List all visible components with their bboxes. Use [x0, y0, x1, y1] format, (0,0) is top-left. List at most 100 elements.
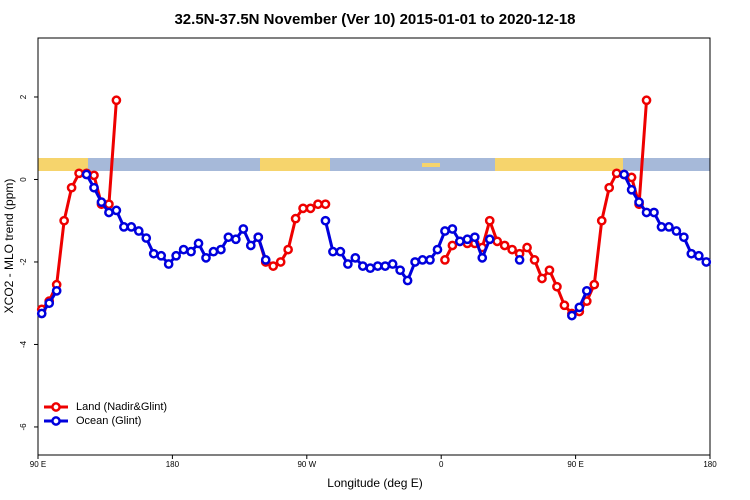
legend-label: Land (Nadir&Glint) — [76, 401, 167, 413]
data-point — [51, 285, 62, 296]
data-point — [357, 261, 368, 271]
data-point — [141, 233, 152, 243]
data-point — [119, 222, 129, 232]
data-point — [611, 168, 622, 179]
data-point — [641, 95, 652, 106]
data-point — [417, 255, 428, 265]
legend-marker — [51, 416, 61, 426]
x-tick-label: 90 E — [567, 460, 583, 469]
data-point — [499, 240, 510, 251]
data-point — [679, 232, 689, 243]
legend-marker — [51, 402, 61, 412]
data-point — [81, 169, 92, 180]
data-point — [447, 240, 458, 251]
data-point — [223, 232, 234, 243]
data-point — [365, 263, 376, 274]
data-point — [567, 310, 577, 321]
x-tick-label: 90 W — [297, 460, 316, 469]
data-point — [335, 246, 346, 257]
legend-label: Ocean (Glint) — [76, 415, 141, 427]
data-point — [343, 259, 353, 269]
data-point — [260, 255, 271, 265]
data-point — [216, 244, 226, 255]
data-point — [693, 250, 704, 261]
x-axis-label: Longitude (deg E) — [327, 476, 422, 490]
data-point — [171, 250, 181, 261]
data-point — [193, 238, 204, 249]
data-point — [89, 182, 99, 193]
data-point — [440, 226, 450, 236]
y-tick-label: 2 — [19, 94, 28, 99]
data-point — [410, 257, 420, 267]
data-point — [626, 172, 637, 183]
series-line — [40, 100, 649, 316]
data-point — [111, 95, 122, 106]
data-point — [380, 261, 391, 271]
data-point — [484, 215, 495, 226]
data-point — [484, 234, 495, 245]
data-point — [148, 248, 159, 259]
data-point — [671, 226, 682, 236]
data-point — [395, 265, 405, 276]
data-point — [626, 184, 637, 195]
data-point — [208, 246, 219, 257]
data-point — [350, 252, 361, 263]
data-point — [469, 232, 480, 243]
data-point — [522, 242, 532, 253]
data-point — [186, 246, 196, 257]
data-point — [529, 255, 540, 265]
data-point — [537, 273, 547, 284]
data-point — [425, 255, 435, 265]
data-point — [492, 236, 503, 247]
data-point — [574, 302, 585, 313]
data-point — [328, 246, 338, 257]
chart-title: 32.5N-37.5N November (Ver 10) 2015-01-01… — [174, 11, 575, 28]
data-point — [462, 234, 473, 245]
data-point — [641, 207, 652, 218]
data-point — [305, 203, 316, 214]
data-point — [664, 222, 674, 232]
y-tick-label: -6 — [19, 423, 28, 431]
data-point — [111, 205, 122, 216]
data-point — [507, 244, 517, 255]
plot-frame — [37, 37, 711, 456]
data-point — [133, 226, 144, 236]
data-point — [701, 257, 712, 267]
data-point — [581, 285, 592, 296]
data-point — [455, 236, 465, 247]
y-tick-label: 0 — [19, 177, 28, 182]
y-axis-label: XCO2 - MLO trend (ppm) — [2, 179, 16, 314]
data-point — [298, 203, 308, 214]
data-point — [544, 265, 555, 276]
data-point — [589, 279, 600, 290]
data-point — [402, 275, 413, 286]
data-point — [477, 252, 488, 263]
data-point — [104, 207, 114, 218]
data-point — [447, 224, 458, 234]
data-point — [320, 215, 331, 226]
data-point — [432, 244, 443, 255]
data-point — [372, 261, 383, 271]
data-point — [552, 281, 562, 292]
data-point — [163, 259, 174, 269]
data-point — [440, 255, 450, 265]
data-point — [649, 207, 659, 218]
data-point — [268, 261, 279, 271]
x-tick-label: 90 E — [30, 460, 46, 469]
data-point — [656, 222, 667, 232]
data-point — [634, 197, 644, 208]
data-point — [387, 259, 398, 269]
data-point — [89, 170, 99, 181]
data-point — [275, 257, 286, 267]
data-point — [44, 298, 55, 309]
data-point — [74, 168, 84, 179]
data-point — [313, 199, 323, 210]
x-tick-label: 0 — [439, 460, 444, 469]
x-tick-label: 180 — [166, 460, 180, 469]
data-point — [559, 300, 570, 311]
data-point — [604, 182, 615, 193]
data-point — [178, 244, 189, 255]
data-point — [514, 255, 525, 265]
